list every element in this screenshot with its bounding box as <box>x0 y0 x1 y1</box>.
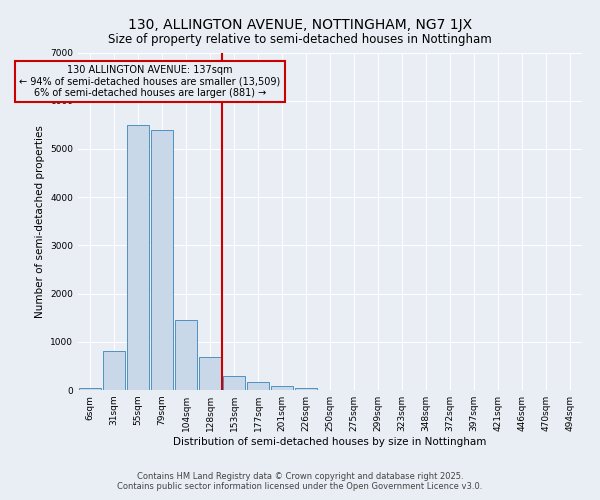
Bar <box>223 376 245 390</box>
Bar <box>79 388 101 390</box>
Bar <box>151 130 173 390</box>
Y-axis label: Number of semi-detached properties: Number of semi-detached properties <box>35 125 44 318</box>
Bar <box>247 382 269 390</box>
Bar <box>199 357 221 390</box>
Text: Contains HM Land Registry data © Crown copyright and database right 2025.
Contai: Contains HM Land Registry data © Crown c… <box>118 472 482 491</box>
Text: 130, ALLINGTON AVENUE, NOTTINGHAM, NG7 1JX: 130, ALLINGTON AVENUE, NOTTINGHAM, NG7 1… <box>128 18 472 32</box>
Bar <box>175 320 197 390</box>
Bar <box>295 388 317 390</box>
Text: Size of property relative to semi-detached houses in Nottingham: Size of property relative to semi-detach… <box>108 32 492 46</box>
X-axis label: Distribution of semi-detached houses by size in Nottingham: Distribution of semi-detached houses by … <box>173 437 487 447</box>
Bar <box>103 352 125 390</box>
Bar <box>271 386 293 390</box>
Bar <box>127 125 149 390</box>
Text: 130 ALLINGTON AVENUE: 137sqm
← 94% of semi-detached houses are smaller (13,509)
: 130 ALLINGTON AVENUE: 137sqm ← 94% of se… <box>19 64 281 98</box>
